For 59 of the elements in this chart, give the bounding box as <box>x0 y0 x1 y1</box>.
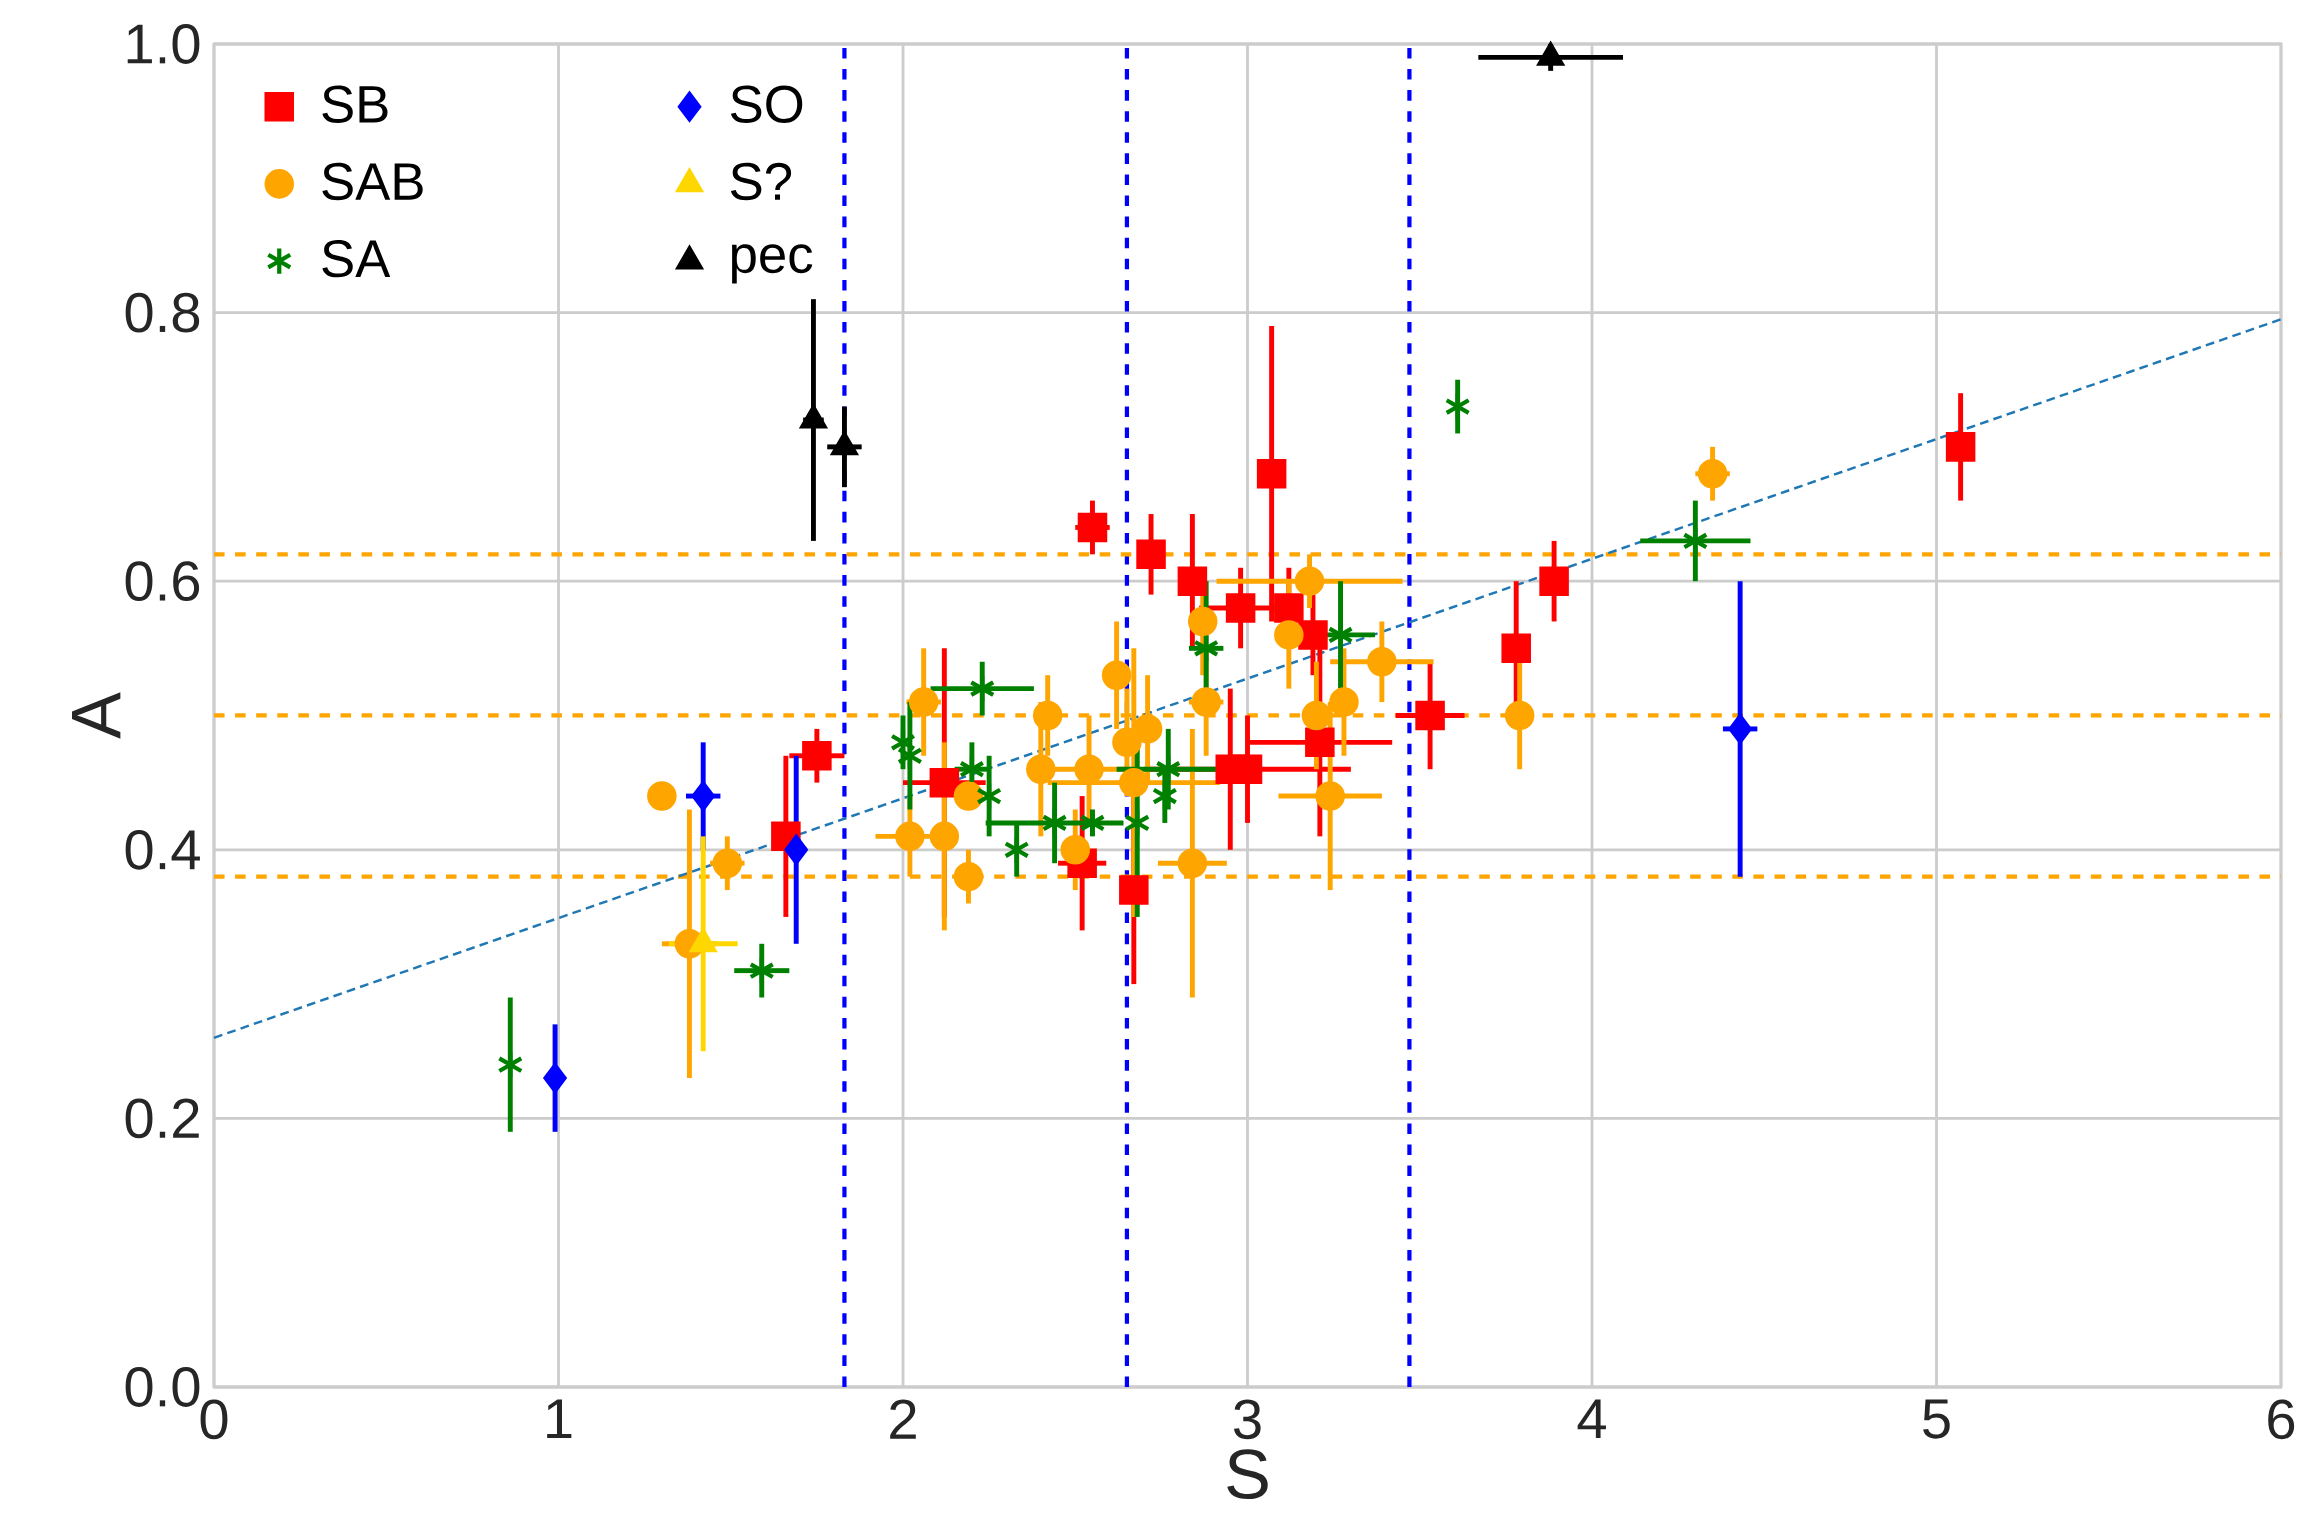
point <box>1274 593 1304 623</box>
y-tick-label: 0.4 <box>125 829 200 870</box>
point <box>691 781 715 811</box>
x-tick-label: 0 <box>200 1399 228 1440</box>
y-tick-label: 0.0 <box>125 1367 200 1407</box>
point <box>1112 727 1142 758</box>
point <box>802 741 832 771</box>
point <box>953 781 984 811</box>
x-tick-label: 3 <box>1234 1399 1261 1440</box>
legend-label: pec <box>732 244 813 284</box>
point <box>1256 458 1287 489</box>
legend-label: SAB <box>322 162 423 201</box>
x-axis-title: S <box>1227 1449 1268 1500</box>
point <box>953 861 984 892</box>
point <box>1177 848 1208 878</box>
point <box>1225 593 1256 623</box>
x-tick-label: 2 <box>890 1399 916 1439</box>
point <box>1539 566 1569 596</box>
legend-label: SO <box>730 85 803 123</box>
point <box>1305 727 1335 758</box>
point <box>929 767 960 798</box>
point <box>1315 781 1345 811</box>
point <box>1298 620 1328 650</box>
point <box>1415 700 1445 731</box>
point <box>647 781 677 811</box>
point <box>1119 767 1149 798</box>
point <box>1132 714 1163 744</box>
legend-label: S? <box>730 162 792 201</box>
point <box>1032 700 1063 731</box>
point <box>1074 754 1104 784</box>
point <box>1101 660 1132 690</box>
point <box>1294 566 1325 596</box>
x-tick-label: 6 <box>2268 1399 2295 1440</box>
point <box>1504 700 1535 731</box>
point <box>1501 633 1531 664</box>
y-tick-label: 0.2 <box>125 1098 199 1139</box>
x-tick-label: 4 <box>1577 1399 1606 1439</box>
point <box>1274 620 1304 650</box>
point <box>929 821 960 852</box>
point <box>1177 566 1208 596</box>
y-tick-label: 0.8 <box>125 292 200 333</box>
point <box>1367 647 1397 677</box>
point <box>1026 754 1056 784</box>
point <box>543 1063 567 1093</box>
y-axis-title: A <box>72 692 121 739</box>
y-tick-label: 1.0 <box>127 24 200 64</box>
legend-label: SB <box>322 85 388 123</box>
point <box>1728 714 1752 744</box>
point <box>1329 687 1359 717</box>
legend-label: SA <box>322 240 391 278</box>
point <box>1187 606 1218 637</box>
point <box>1136 539 1166 570</box>
point <box>1232 754 1263 784</box>
point <box>1945 432 1976 462</box>
x-tick-label: 1 <box>547 1399 572 1439</box>
point <box>1119 875 1149 905</box>
y-tick-label: 0.6 <box>125 561 200 602</box>
x-tick-label: 5 <box>1923 1399 1950 1439</box>
point <box>895 821 925 852</box>
